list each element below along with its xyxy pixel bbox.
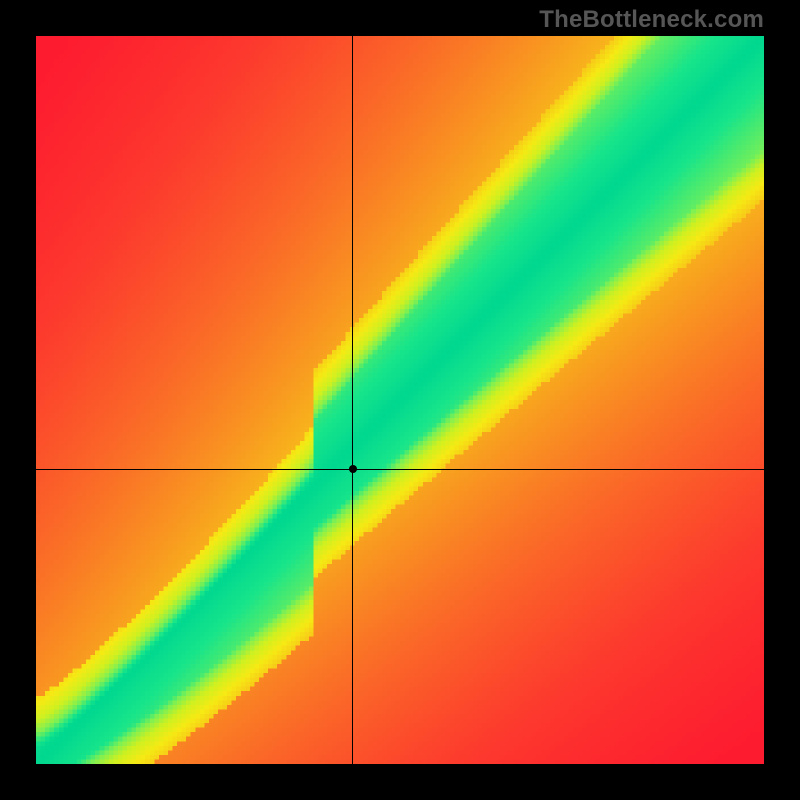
bottleneck-heatmap — [36, 36, 764, 764]
crosshair-horizontal — [36, 469, 764, 470]
chart-container: TheBottleneck.com — [0, 0, 800, 800]
watermark-text: TheBottleneck.com — [539, 6, 764, 34]
crosshair-vertical — [352, 36, 353, 764]
crosshair-marker — [349, 465, 357, 473]
